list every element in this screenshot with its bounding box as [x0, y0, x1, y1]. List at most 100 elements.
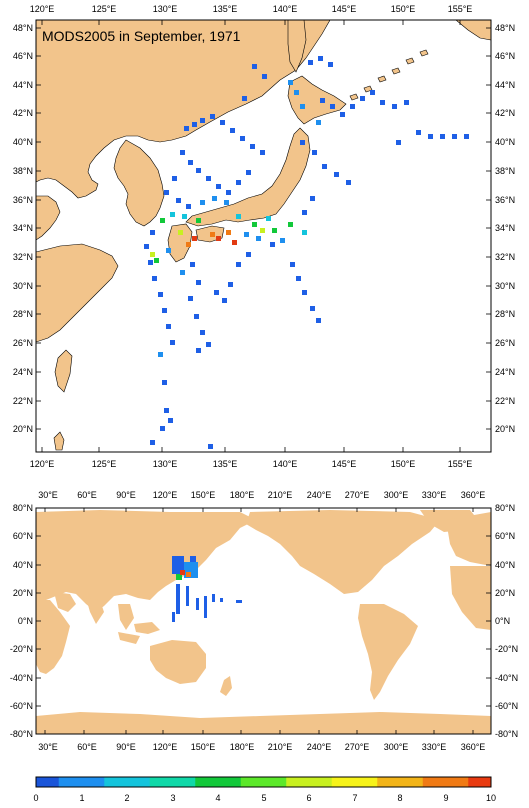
bottom-map-lat-labels-left: 80°N 60°N 40°N 20°N 0°N -20°N -40°N -60°…: [10, 503, 33, 739]
data-cell: [310, 196, 315, 201]
data-cell: [464, 134, 469, 139]
colorbar-labels: 0 1 2 3 4 5 6 7 8 9 10: [33, 793, 496, 803]
data-cell: [210, 232, 215, 237]
data-cell: [220, 120, 225, 125]
bottom-map-lat-labels-right: 80°N 60°N 40°N 20°N 0°N -20°N -40°N -60°…: [495, 503, 518, 739]
data-cell: [196, 598, 199, 610]
colorbar-label: 1: [79, 793, 84, 803]
data-cell: [320, 98, 325, 103]
colorbar-swatches: [36, 777, 492, 787]
data-cell: [360, 96, 365, 101]
europe-east: [446, 512, 491, 566]
data-cell: [188, 160, 193, 165]
lon-label: 360°E: [461, 490, 486, 500]
southeast-asia: [118, 604, 160, 644]
top-map: MODS2005 in September, 1971 120°E 125°E …: [13, 4, 515, 469]
data-cell: [216, 184, 221, 189]
lat-label: 44°N: [13, 80, 33, 90]
lat-label: -80°N: [495, 729, 518, 739]
data-cell: [310, 306, 315, 311]
bottom-map-lon-labels-top: 30°E 60°E 90°E 120°E 150°E 180°E 210°E 2…: [38, 490, 485, 500]
lon-label: 30°E: [38, 742, 58, 752]
colorbar-swatch: [377, 777, 401, 787]
lat-label: 46°N: [495, 51, 515, 61]
colorbar-swatch: [172, 777, 196, 787]
data-cell: [302, 230, 307, 235]
data-cell: [312, 150, 317, 155]
lat-label: -20°N: [10, 644, 33, 654]
data-cell: [236, 600, 242, 603]
data-cell: [288, 222, 293, 227]
lat-label: -20°N: [495, 644, 518, 654]
data-cell: [316, 318, 321, 323]
lon-label: 90°E: [116, 490, 136, 500]
lon-label: 150°E: [191, 742, 216, 752]
lon-label: 135°E: [213, 459, 238, 469]
colorbar-swatch: [195, 777, 219, 787]
data-cell: [196, 168, 201, 173]
data-cell: [206, 342, 211, 347]
data-cell: [328, 62, 333, 67]
colorbar-swatch: [331, 777, 355, 787]
colorbar-swatch: [149, 777, 173, 787]
data-cell: [166, 324, 171, 329]
data-cell: [266, 216, 271, 221]
data-cell: [212, 594, 215, 602]
bottom-map: 30°E 60°E 90°E 120°E 150°E 180°E 210°E 2…: [10, 490, 518, 752]
lat-label: 22°N: [13, 396, 33, 406]
data-cell: [194, 314, 199, 319]
data-cell: [256, 236, 261, 241]
bottom-map-land: [36, 510, 491, 734]
taiwan: [54, 349, 73, 393]
colorbar-swatch: [240, 777, 264, 787]
lon-label: 130°E: [153, 4, 178, 14]
colorbar-label: 3: [170, 793, 175, 803]
data-cell: [224, 200, 229, 205]
data-cell: [246, 170, 251, 175]
data-cell: [380, 100, 385, 105]
data-cell: [246, 252, 251, 257]
africa: [36, 600, 70, 674]
lat-label: -80°N: [10, 729, 33, 739]
colorbar-swatch: [58, 777, 82, 787]
lon-label: 210°E: [268, 742, 293, 752]
data-cell: [200, 200, 205, 205]
top-map-lat-ticks: [36, 27, 491, 430]
bottom-map-data-cells: [172, 556, 242, 622]
lon-label: 30°E: [38, 490, 58, 500]
lat-label: 36°N: [495, 195, 515, 205]
data-cell: [236, 214, 241, 219]
data-cell: [260, 150, 265, 155]
data-cell: [288, 80, 293, 85]
data-cell: [162, 380, 167, 385]
data-cell: [190, 556, 196, 562]
lon-label: 180°E: [230, 742, 255, 752]
lat-label: 42°N: [495, 108, 515, 118]
colorbar-swatch: [422, 777, 446, 787]
data-cell: [346, 180, 351, 185]
lon-label: 120°E: [30, 4, 55, 14]
lon-label: 150°E: [391, 4, 416, 14]
data-cell: [396, 140, 401, 145]
lat-label: 28°N: [495, 309, 515, 319]
lat-label: 38°N: [495, 166, 515, 176]
data-cell: [178, 230, 183, 235]
lat-label: 38°N: [13, 166, 33, 176]
data-cell: [160, 426, 165, 431]
data-cell: [340, 112, 345, 117]
data-cell: [180, 150, 185, 155]
colorbar-swatch: [218, 777, 242, 787]
colorbar-label: 10: [486, 793, 496, 803]
lat-label: 32°N: [13, 252, 33, 262]
lat-label: 40°N: [13, 137, 33, 147]
data-cell: [216, 236, 221, 241]
data-cell: [318, 56, 323, 61]
data-cell: [236, 180, 241, 185]
data-cell: [204, 596, 207, 618]
data-cell: [300, 104, 305, 109]
lon-label: 90°E: [116, 742, 136, 752]
data-cell: [228, 282, 233, 287]
colorbar-swatch: [104, 777, 128, 787]
data-cell: [212, 196, 217, 201]
colorbar-swatch: [81, 777, 105, 787]
